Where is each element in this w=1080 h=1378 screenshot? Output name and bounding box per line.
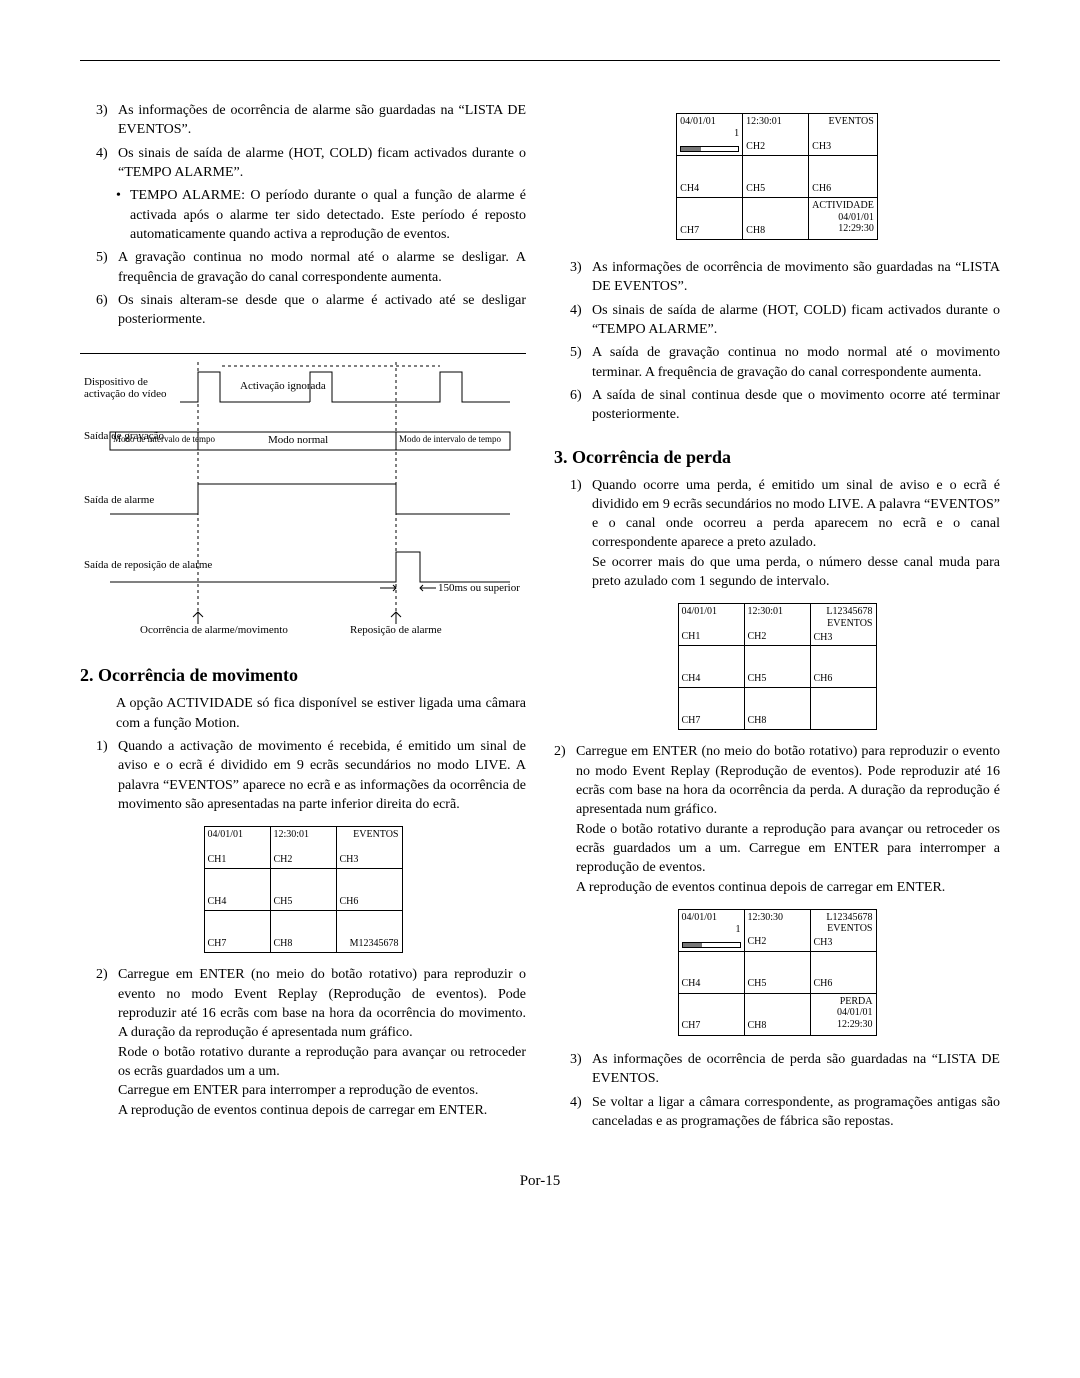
section-3-list-b: 2) Carregue em ENTER (no meio do botão r… (554, 742, 1000, 897)
list-item: 2) Carregue em ENTER (no meio do botão r… (96, 965, 526, 1120)
item-text: As informações de ocorrência de alarme s… (118, 101, 526, 140)
grid-cell: CH6 (336, 869, 402, 911)
item-number: 4) (96, 144, 118, 183)
list-item: 5)A saída de gravação continua no modo n… (570, 343, 1000, 382)
two-columns: 3) As informações de ocorrência de alarm… (80, 101, 1000, 1135)
screen-grid-2: 04/01/01 1 12:30:01CH2 EVENTOSCH3 CH4 CH… (676, 113, 878, 240)
diagram-label-ignored: Activação ignorada (240, 380, 326, 392)
list-item: 1) Quando ocorre uma perda, é emitido um… (570, 476, 1000, 592)
section-2-list: 1) Quando a activação de movimento é rec… (96, 737, 526, 814)
grid-cell: CH7 (677, 198, 743, 240)
grid-cell: CH5 (744, 646, 810, 688)
item-number: 6) (96, 291, 118, 330)
grid-cell: EVENTOSCH3 (336, 827, 402, 869)
list-item: 2) Carregue em ENTER (no meio do botão r… (554, 742, 1000, 897)
grid-cell: CH6 (810, 951, 876, 993)
grid-cell: PERDA 04/01/01 12:29:30 (810, 993, 876, 1035)
left-list-b: 5) A gravação continua no modo normal at… (96, 248, 526, 329)
grid-cell: CH8 (743, 198, 809, 240)
grid-cell: CH7 (678, 993, 744, 1035)
grid-cell: 12:30:01CH2 (270, 827, 336, 869)
page-number: Por-15 (80, 1173, 1000, 1190)
diagram-occurrence: Ocorrência de alarme/movimento (140, 624, 288, 636)
list-item: 1) Quando a activação de movimento é rec… (96, 737, 526, 814)
item-number: 2) (96, 965, 118, 1120)
list-item: 6) Os sinais alteram-se desde que o alar… (96, 291, 526, 330)
grid-cell: CH6 (810, 646, 876, 688)
item-text: A gravação continua no modo normal até o… (118, 248, 526, 287)
grid-cell: 04/01/01CH1 (678, 604, 744, 646)
list-item: 3) As informações de ocorrência de alarm… (96, 101, 526, 140)
grid-cell: L12345678 EVENTOS CH3 (810, 604, 876, 646)
screen-grid-3: 04/01/01CH1 12:30:01CH2 L12345678 EVENTO… (678, 603, 877, 730)
list-item: 4)Os sinais de saída de alarme (HOT, COL… (570, 301, 1000, 340)
item-number: 3) (96, 101, 118, 140)
item-text: Quando a activação de movimento é recebi… (118, 737, 526, 814)
bullet-item: • TEMPO ALARME: O período durante o qual… (116, 186, 526, 244)
progress-bar (682, 942, 741, 948)
diagram-150ms: 150ms ou superior (438, 582, 520, 594)
grid-cell: CH5 (744, 951, 810, 993)
grid-cell: CH4 (204, 869, 270, 911)
grid-cell: EVENTOSCH3 (809, 114, 878, 156)
section-2-lead: A opção ACTIVIDADE só fica disponível se… (116, 694, 526, 733)
diagram-mode-normal: Modo normal (268, 434, 328, 446)
diagram-mode-interval-b: Modo de intervalo de tempo (399, 434, 501, 444)
list-item: 6)A saída de sinal continua desde que o … (570, 386, 1000, 425)
grid-cell: CH4 (678, 951, 744, 993)
section-2-list-b: 2) Carregue em ENTER (no meio do botão r… (96, 965, 526, 1120)
grid-cell: CH8 (270, 911, 336, 953)
list-item: 3)As informações de ocorrência de movime… (570, 258, 1000, 297)
grid-cell (810, 688, 876, 730)
progress-bar (680, 146, 739, 152)
grid-cell: 12:30:30CH2 (744, 909, 810, 951)
item-text: Carregue em ENTER (no meio do botão rota… (118, 965, 526, 1120)
top-rule (80, 60, 1000, 61)
grid-cell: CH4 (678, 646, 744, 688)
grid-cell: 12:30:01CH2 (744, 604, 810, 646)
section-2-title: 2. Ocorrência de movimento (80, 665, 526, 686)
grid-cell: CH8 (744, 688, 810, 730)
grid-cell: 04/01/01 1 (677, 114, 743, 156)
diagram-row-label: Dispositivo de activação do vídeo (84, 376, 176, 400)
left-column: 3) As informações de ocorrência de alarm… (80, 101, 526, 1135)
diagram-row-label: Saída de reposição de alarme (84, 559, 212, 571)
screen-grid-1: 04/01/01CH1 12:30:01CH2 EVENTOSCH3 CH4 C… (204, 826, 403, 953)
grid-cell: CH6 (809, 156, 878, 198)
diagram-mode-interval-a: Modo de intervalo de tempo (113, 434, 215, 444)
list-item: 4) Os sinais de saída de alarme (HOT, CO… (96, 144, 526, 183)
section-3-title: 3. Ocorrência de perda (554, 447, 1000, 468)
grid-cell: CH7 (204, 911, 270, 953)
item-text: Os sinais alteram-se desde que o alarme … (118, 291, 526, 330)
grid-cell: CH7 (678, 688, 744, 730)
grid-cell: CH4 (677, 156, 743, 198)
grid-cell: M12345678 (336, 911, 402, 953)
grid-cell: CH5 (270, 869, 336, 911)
bullet-text: TEMPO ALARME: O período durante o qual a… (130, 186, 526, 244)
right-list-c: 3)As informações de ocorrência de movime… (570, 258, 1000, 425)
diagram-row-label: Saída de alarme (84, 494, 154, 506)
list-item: 3)As informações de ocorrência de perda … (570, 1050, 1000, 1089)
right-list-d: 3)As informações de ocorrência de perda … (570, 1050, 1000, 1131)
list-item: 5) A gravação continua no modo normal at… (96, 248, 526, 287)
grid-cell: ACTIVIDADE 04/01/01 12:29:30 (809, 198, 878, 240)
item-number: 1) (96, 737, 118, 814)
timing-diagram: Dispositivo de activação do vídeo Activa… (80, 353, 526, 643)
grid-cell: 04/01/01 1 (678, 909, 744, 951)
left-list-a: 3) As informações de ocorrência de alarm… (96, 101, 526, 182)
item-text: Os sinais de saída de alarme (HOT, COLD)… (118, 144, 526, 183)
grid-cell: CH8 (744, 993, 810, 1035)
grid-cell: 12:30:01CH2 (743, 114, 809, 156)
right-column: 04/01/01 1 12:30:01CH2 EVENTOSCH3 CH4 CH… (554, 101, 1000, 1135)
diagram-reset: Reposição de alarme (350, 624, 442, 636)
grid-cell: L12345678 EVENTOS CH3 (810, 909, 876, 951)
section-3-list-a: 1) Quando ocorre uma perda, é emitido um… (570, 476, 1000, 592)
screen-grid-4: 04/01/01 1 12:30:30CH2 L12345678 EVENTOS… (678, 909, 877, 1036)
item-number: 5) (96, 248, 118, 287)
list-item: 4)Se voltar a ligar a câmara corresponde… (570, 1093, 1000, 1132)
grid-cell: CH5 (743, 156, 809, 198)
bullet-icon: • (116, 186, 130, 244)
grid-cell: 04/01/01CH1 (204, 827, 270, 869)
